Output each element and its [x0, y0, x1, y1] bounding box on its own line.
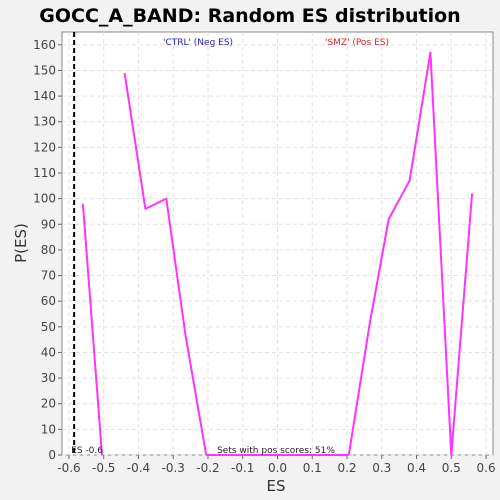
- grid: [62, 32, 493, 456]
- x-axis: -0.6 -0.5 -0.4 -0.3 -0.2 -0.1 0.0 0.1 0.2 0.3 0.4 0…: [57, 455, 496, 475]
- y-axis: 0 10 20 30 40 50 60 70 80 90 100 110 120 130 140 150 160: [33, 38, 62, 462]
- y-tick-label: 40: [41, 345, 56, 359]
- es-reference-label: ES -0.6: [71, 446, 103, 456]
- y-tick-label: 80: [41, 243, 56, 257]
- y-tick-label: 10: [41, 422, 56, 436]
- x-tick-label: 0.6: [477, 461, 496, 475]
- y-tick-label: 50: [41, 320, 56, 334]
- y-tick-label: 100: [33, 192, 56, 206]
- x-tick-label: -0.3: [162, 461, 185, 475]
- pos-scores-annotation: Sets with pos scores: 51%: [217, 446, 335, 456]
- x-tick-label: 0.3: [372, 461, 391, 475]
- y-tick-label: 0: [48, 448, 56, 462]
- x-tick-label: 0.2: [337, 461, 356, 475]
- x-axis-label: ES: [267, 477, 286, 495]
- x-tick-label: -0.2: [196, 461, 219, 475]
- series: [81, 51, 474, 456]
- x-tick-label: -0.5: [92, 461, 115, 475]
- series-line: [123, 72, 208, 456]
- x-tick-label: -0.4: [127, 461, 150, 475]
- y-tick-label: 160: [33, 38, 56, 52]
- pos-es-label: 'SMZ' (Pos ES): [325, 38, 389, 48]
- x-tick-label: 0.0: [268, 461, 287, 475]
- series-line: [347, 51, 453, 456]
- series-line: [81, 203, 103, 456]
- y-tick-label: 120: [33, 140, 56, 154]
- y-tick-label: 130: [33, 115, 56, 129]
- x-tick-label: 0.1: [303, 461, 322, 475]
- x-tick-label: 0.5: [442, 461, 461, 475]
- x-tick-label: -0.6: [57, 461, 80, 475]
- x-tick-label: -0.1: [231, 461, 254, 475]
- y-axis-label: P(ES): [12, 223, 30, 263]
- series-line: [450, 193, 474, 456]
- y-tick-label: 30: [41, 371, 56, 385]
- neg-es-label: 'CTRL' (Neg ES): [163, 38, 233, 48]
- y-tick-label: 20: [41, 397, 56, 411]
- y-tick-label: 60: [41, 294, 56, 308]
- y-tick-label: 140: [33, 89, 56, 103]
- y-tick-label: 90: [41, 217, 56, 231]
- chart-title: GOCC_A_BAND: Random ES distribution: [39, 5, 460, 27]
- y-tick-label: 150: [33, 63, 56, 77]
- y-tick-label: 70: [41, 269, 56, 283]
- y-tick-label: 110: [33, 166, 56, 180]
- x-tick-label: 0.4: [407, 461, 426, 475]
